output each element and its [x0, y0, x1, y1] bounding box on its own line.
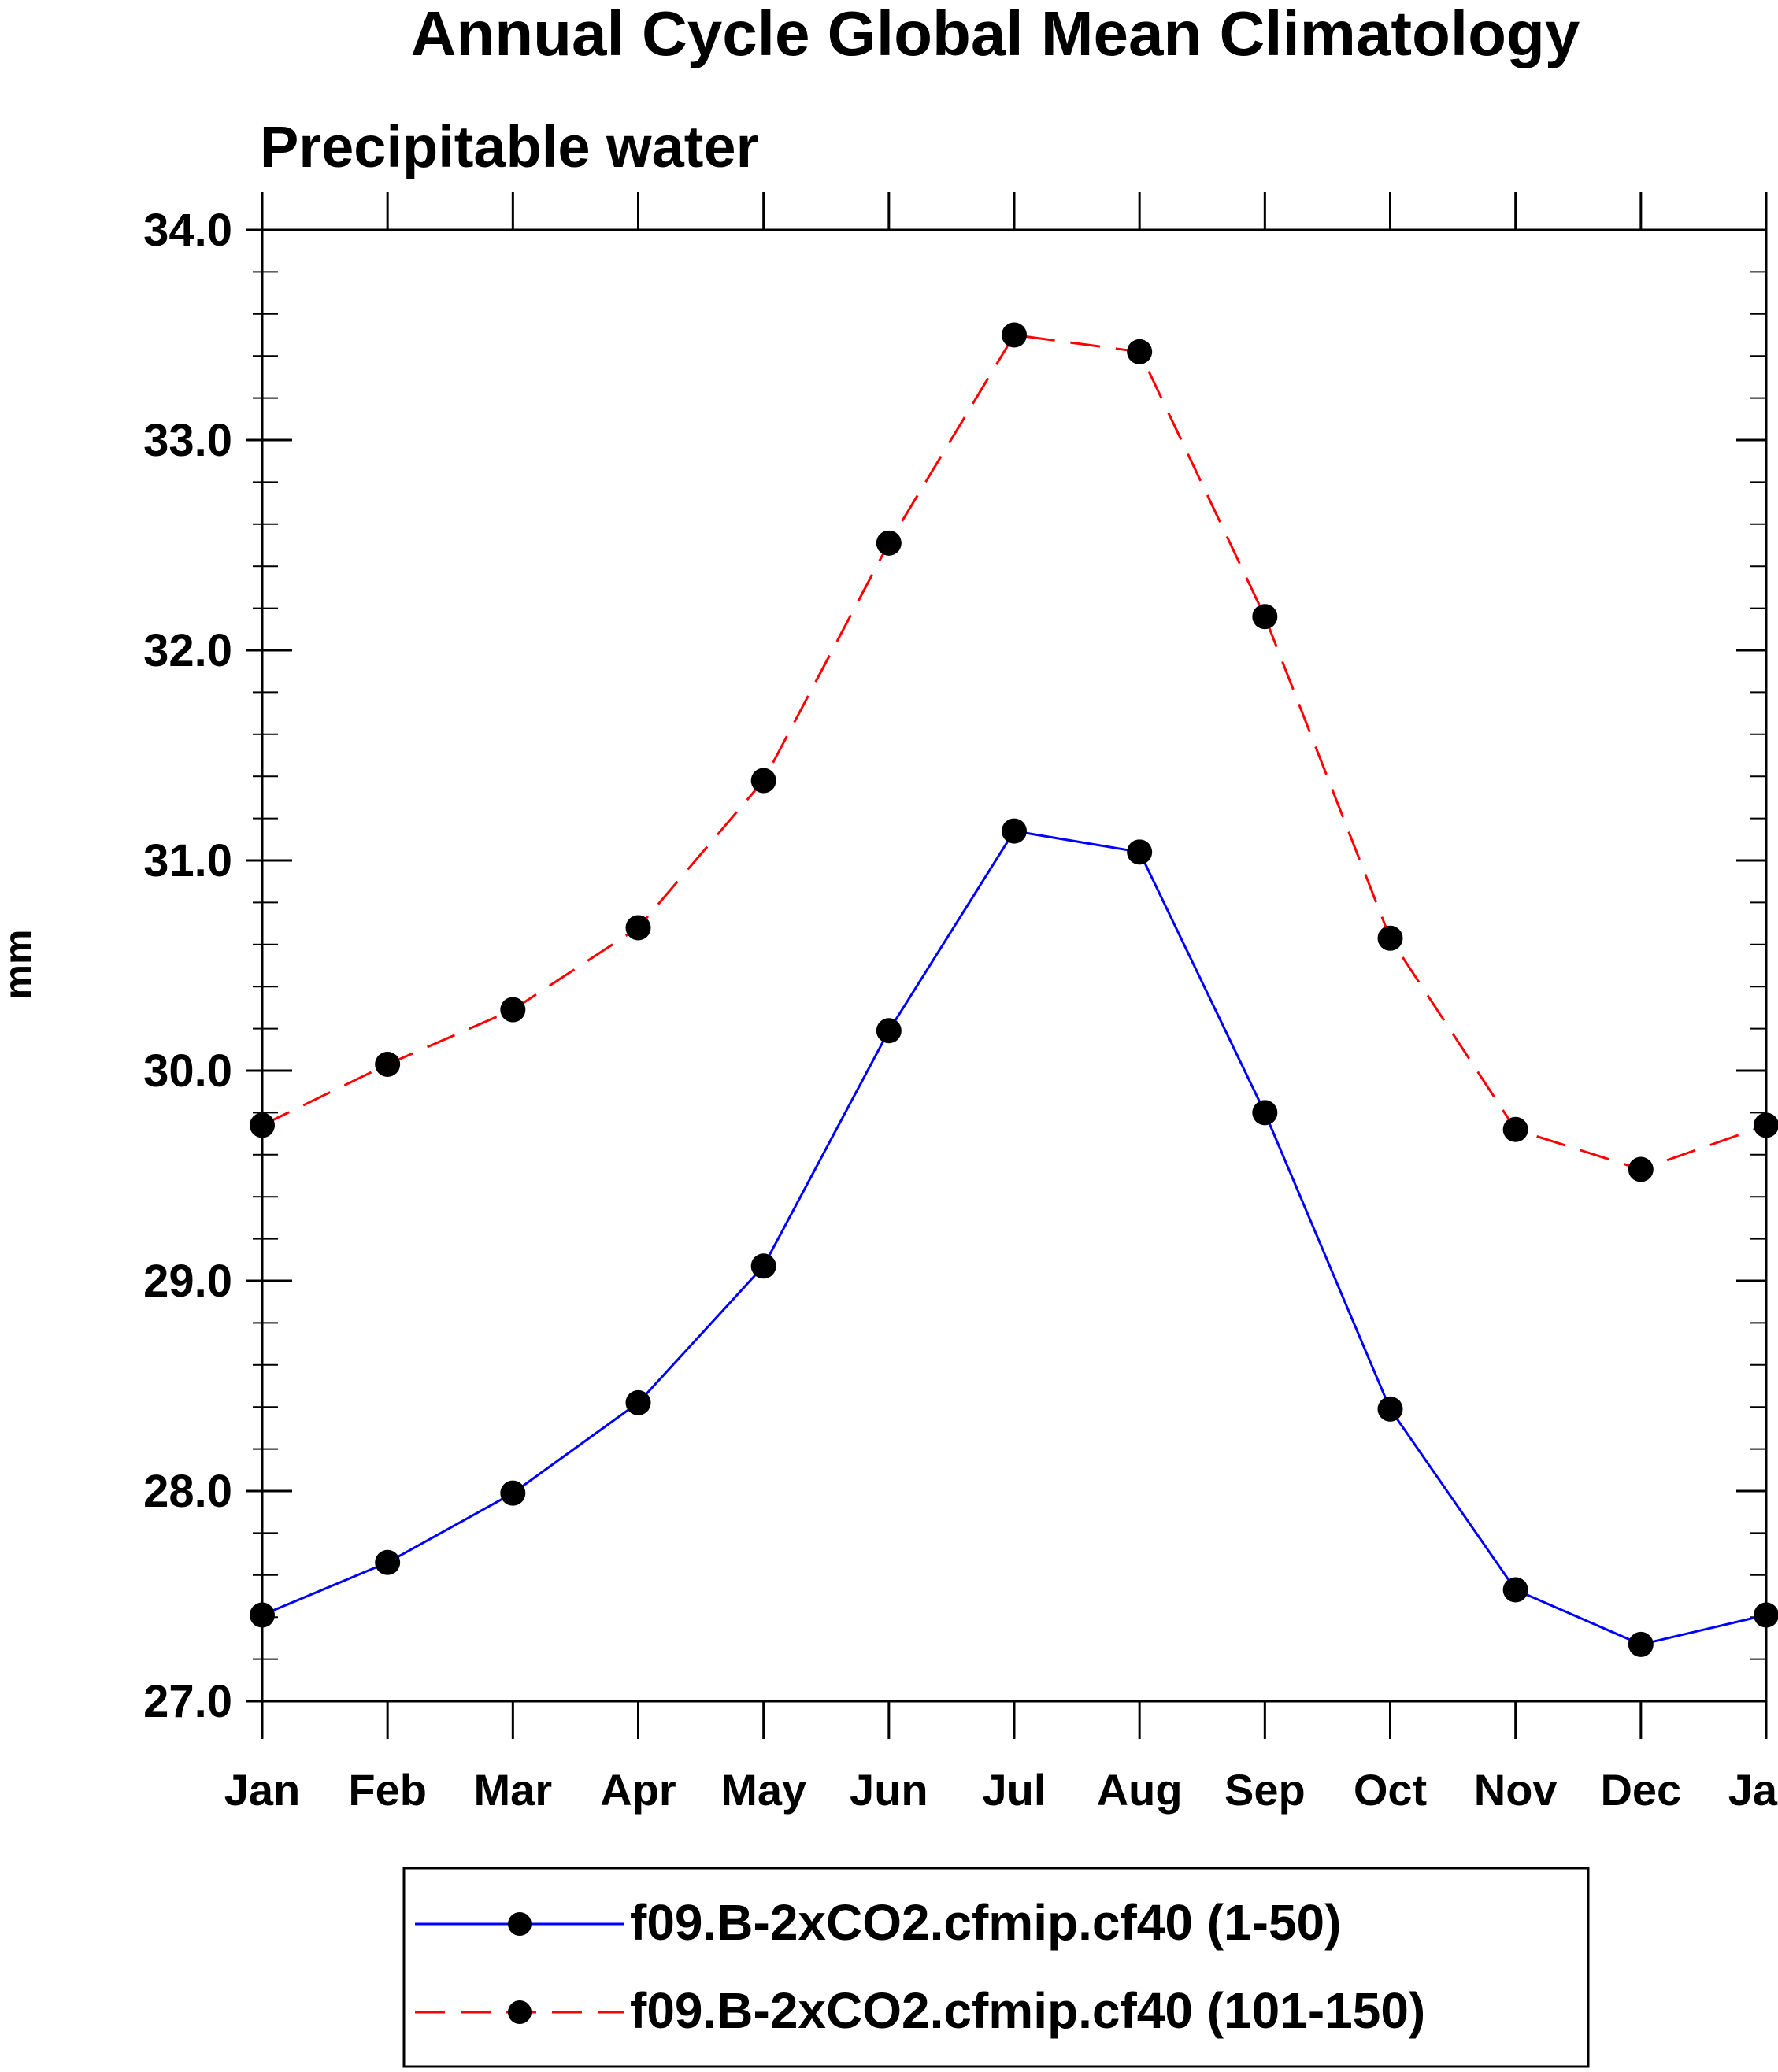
series-2-point	[1002, 322, 1027, 348]
series-1-point	[625, 1389, 651, 1415]
series-2-point	[1502, 1116, 1528, 1142]
x-tick-label: Jan	[224, 1765, 301, 1815]
legend-label-series-2: f09.B-2xCO2.cfmip.cf40 (101-150)	[630, 1982, 1425, 2039]
series-points	[250, 322, 1778, 1657]
series-1-point	[750, 1253, 776, 1279]
y-tick-label: 29.0	[143, 1256, 232, 1307]
x-tick-label: Dec	[1600, 1765, 1681, 1815]
y-tick-label: 27.0	[143, 1676, 232, 1727]
x-tick-label: Jun	[850, 1765, 928, 1815]
series-1-point	[1252, 1100, 1278, 1126]
axis-ticks	[246, 192, 1768, 1739]
series-line-2	[261, 333, 1767, 1171]
x-tick-label: Aug	[1097, 1765, 1183, 1815]
x-tick-label: Feb	[348, 1765, 427, 1815]
series-1-point	[1002, 818, 1027, 844]
x-tick-label: Oct	[1354, 1765, 1427, 1815]
legend: f09.B-2xCO2.cfmip.cf40 (1-50) f09.B-2xCO…	[402, 1867, 1590, 2068]
series-2-point	[1628, 1156, 1654, 1182]
y-tick-label: 34.0	[143, 205, 232, 256]
x-tick-label: Nov	[1474, 1765, 1558, 1815]
series-1-point	[500, 1480, 526, 1506]
series-1-point	[1628, 1631, 1654, 1657]
series-1-point	[1127, 839, 1153, 865]
y-tick-labels: 27.0 28.0 29.0 30.0 31.0 32.0 33.0 34.0	[143, 205, 232, 1727]
series-1-point	[250, 1602, 275, 1628]
series-2-point	[375, 1051, 401, 1077]
series-1-point	[375, 1549, 401, 1575]
series-1-point	[1502, 1577, 1528, 1603]
series-2-point	[876, 530, 902, 556]
series-line-1	[261, 829, 1767, 1646]
chart-subtitle: Precipitable water	[260, 114, 758, 179]
series-2-point	[1754, 1112, 1778, 1138]
x-tick-label: Apr	[600, 1765, 676, 1815]
series-1-point	[876, 1018, 902, 1044]
x-tick-labels: Jan Feb Mar Apr May Jun Jul Aug Sep Oct Nov Dec Jan	[224, 1765, 1778, 1815]
series-2-point	[1252, 604, 1278, 630]
series-2-point	[1127, 339, 1153, 364]
chart-title: Annual Cycle Global Mean Climatology	[411, 0, 1580, 68]
series-1-point	[1377, 1396, 1403, 1422]
series-2-point	[1377, 925, 1403, 951]
y-tick-label: 31.0	[143, 835, 232, 886]
y-tick-label: 33.0	[143, 415, 232, 466]
x-tick-label: Jan	[1728, 1765, 1778, 1815]
y-tick-label: 32.0	[143, 625, 232, 676]
series-2-point	[625, 915, 651, 941]
y-axis-label: mm	[0, 930, 40, 1000]
legend-marker-series-2	[508, 2000, 532, 2024]
series-2-point	[750, 768, 776, 794]
x-tick-label: Mar	[474, 1765, 553, 1815]
legend-marker-series-1	[508, 1912, 532, 1936]
x-tick-label: Jul	[983, 1765, 1046, 1815]
series-2-point	[500, 997, 526, 1023]
y-tick-label: 30.0	[143, 1045, 232, 1097]
plot-frame	[261, 228, 1768, 1703]
legend-box	[402, 1867, 1590, 2068]
x-tick-label: Sep	[1224, 1765, 1306, 1815]
y-tick-label: 28.0	[143, 1466, 232, 1517]
series-2-point	[250, 1112, 275, 1138]
x-tick-label: May	[720, 1765, 806, 1815]
series-lines	[261, 333, 1767, 1646]
legend-label-series-1: f09.B-2xCO2.cfmip.cf40 (1-50)	[630, 1894, 1341, 1951]
series-1-point	[1754, 1602, 1778, 1628]
